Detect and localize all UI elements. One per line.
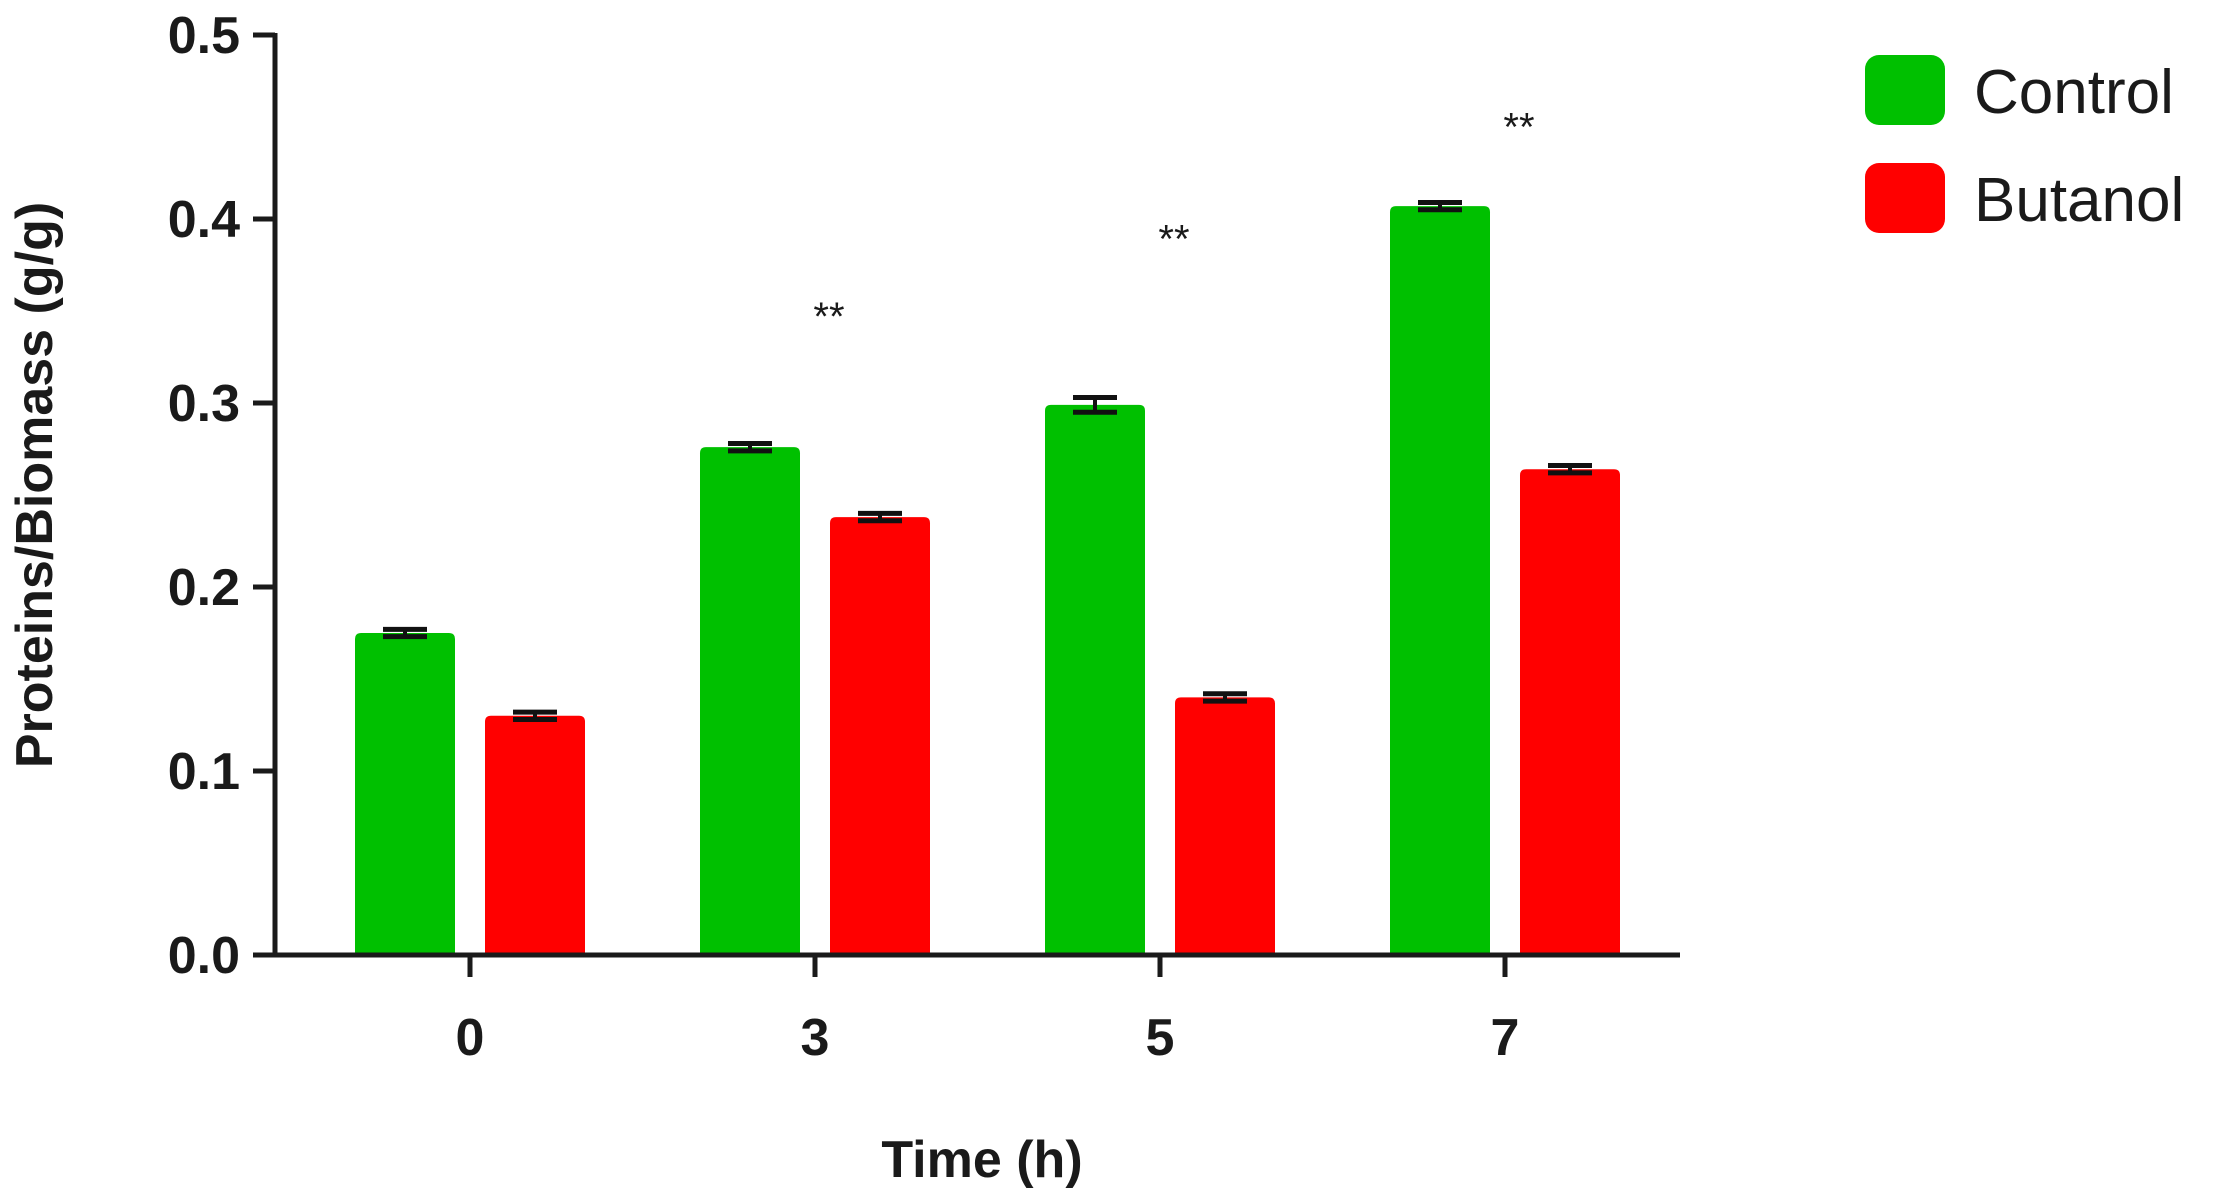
y-tick-label: 0.3 bbox=[168, 375, 240, 433]
x-tick-label: 7 bbox=[1491, 1009, 1520, 1067]
y-tick-label: 0.4 bbox=[168, 191, 240, 249]
x-tick-label: 5 bbox=[1146, 1009, 1175, 1067]
axes-layer bbox=[272, 33, 1680, 958]
bar-butanol-3 bbox=[830, 517, 930, 955]
y-tick-label: 0.1 bbox=[168, 743, 240, 801]
legend-swatch-control bbox=[1865, 55, 1945, 125]
x-axis-title: Time (h) bbox=[881, 1131, 1082, 1189]
significance-label: ** bbox=[813, 295, 844, 339]
x-tick-label: 3 bbox=[801, 1009, 830, 1067]
bar-butanol-7 bbox=[1520, 469, 1620, 955]
legend-item-butanol: Butanol bbox=[1865, 163, 2184, 235]
legend: Control Butanol bbox=[1865, 55, 2184, 235]
legend-item-control: Control bbox=[1865, 55, 2174, 127]
legend-label-control: Control bbox=[1974, 58, 2174, 127]
legend-label-butanol: Butanol bbox=[1974, 166, 2184, 235]
bar-butanol-5 bbox=[1175, 697, 1275, 955]
bar-control-0 bbox=[355, 633, 455, 955]
y-tick-label: 0.2 bbox=[168, 559, 240, 617]
bar-control-7 bbox=[1390, 206, 1490, 955]
y-tick-label: 0.0 bbox=[168, 927, 240, 985]
legend-swatch-butanol bbox=[1865, 163, 1945, 233]
error-bars-layer bbox=[383, 199, 1592, 722]
significance-label: ** bbox=[1158, 218, 1189, 262]
y-tick-label: 0.5 bbox=[168, 7, 240, 65]
significance-label: ** bbox=[1503, 105, 1534, 149]
x-ticks: 0 3 5 7 bbox=[456, 955, 1520, 1067]
bar-control-3 bbox=[700, 447, 800, 955]
bars-layer bbox=[355, 206, 1620, 956]
bar-control-5 bbox=[1045, 404, 1145, 956]
y-ticks: 0.0 0.1 0.2 0.3 0.4 0.5 bbox=[168, 7, 275, 985]
x-tick-label: 0 bbox=[456, 1009, 485, 1067]
y-axis-title: Proteins/Biomass (g/g) bbox=[6, 202, 64, 768]
significance-annotations: ** ** ** bbox=[813, 105, 1534, 339]
bar-butanol-0 bbox=[485, 715, 585, 955]
